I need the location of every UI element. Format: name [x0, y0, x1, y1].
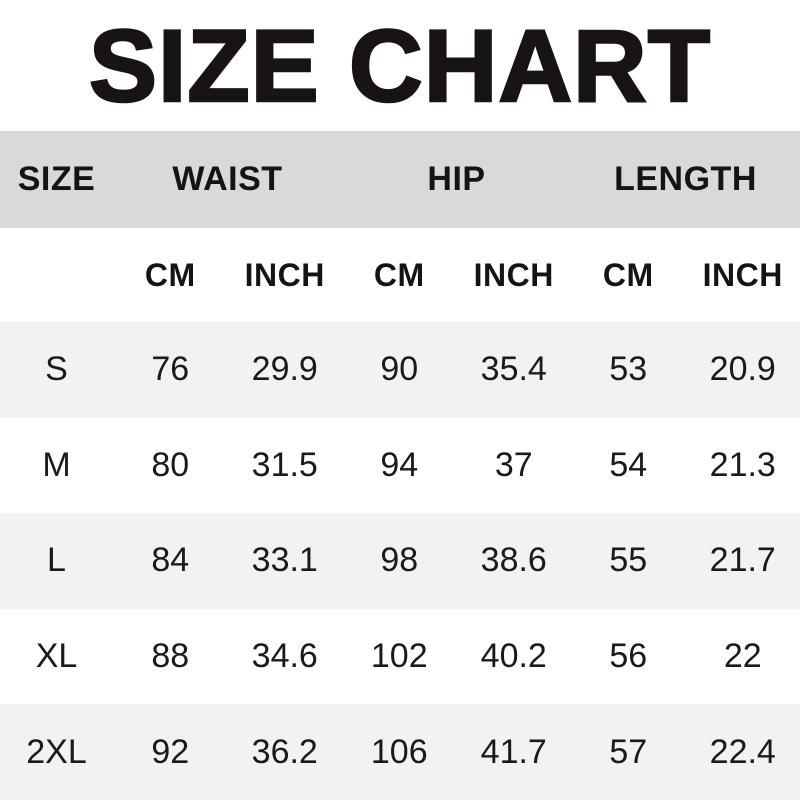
- cell-hip-cm: 106: [370, 732, 428, 771]
- cell-length-cm: 54: [609, 445, 648, 484]
- cell-length-inch: 20.9: [709, 350, 776, 389]
- cell-waist-inch: 36.2: [251, 732, 318, 771]
- unit-header-length-cm: CM: [602, 256, 654, 293]
- cell-waist-cm: 76: [151, 350, 190, 389]
- column-header-size: SIZE: [17, 160, 96, 198]
- table-row-2xl: 2XL 92 36.2 106 41.7 57 22.4: [0, 704, 800, 800]
- cell-hip-inch: 40.2: [480, 637, 547, 676]
- title-bar: SIZE CHART: [0, 0, 800, 131]
- column-header-waist: WAIST: [172, 160, 283, 198]
- cell-hip-inch: 38.6: [480, 541, 547, 580]
- column-header-hip: HIP: [427, 160, 486, 198]
- table-row-m: M 80 31.5 94 37 54 21.3: [0, 417, 800, 514]
- cell-hip-cm: 94: [380, 445, 419, 484]
- cell-waist-inch: 34.6: [251, 637, 318, 676]
- unit-header-hip-cm: CM: [373, 256, 425, 293]
- cell-waist-cm: 88: [151, 637, 190, 676]
- table-unit-header-row: CM INCH CM INCH CM INCH: [0, 228, 800, 322]
- cell-waist-cm: 80: [151, 445, 190, 484]
- cell-waist-cm: 84: [151, 541, 190, 580]
- cell-hip-inch: 37: [494, 445, 533, 484]
- table-row-s: S 76 29.9 90 35.4 53 20.9: [0, 322, 800, 418]
- cell-length-cm: 57: [609, 732, 648, 771]
- cell-length-cm: 53: [609, 350, 648, 389]
- cell-length-inch: 22: [723, 637, 762, 676]
- cell-hip-inch: 35.4: [480, 350, 547, 389]
- cell-size: 2XL: [26, 732, 87, 771]
- cell-waist-inch: 31.5: [251, 445, 318, 484]
- cell-length-inch: 21.3: [709, 445, 776, 484]
- cell-size: XL: [35, 637, 78, 676]
- cell-waist-inch: 33.1: [251, 541, 318, 580]
- size-table: SIZE WAIST HIP LENGTH CM INCH CM INCH CM…: [0, 131, 800, 800]
- cell-hip-cm: 102: [370, 637, 428, 676]
- unit-header-length-inch: INCH: [702, 256, 783, 293]
- cell-length-inch: 21.7: [709, 541, 776, 580]
- cell-waist-inch: 29.9: [251, 350, 318, 389]
- unit-header-hip-inch: INCH: [473, 256, 554, 293]
- cell-length-inch: 22.4: [709, 732, 776, 771]
- cell-hip-cm: 90: [380, 350, 419, 389]
- unit-header-waist-inch: INCH: [244, 256, 325, 293]
- column-header-length: LENGTH: [614, 160, 757, 198]
- cell-waist-cm: 92: [151, 732, 190, 771]
- cell-hip-inch: 41.7: [480, 732, 547, 771]
- table-group-header-row: SIZE WAIST HIP LENGTH: [0, 131, 800, 228]
- unit-header-waist-cm: CM: [144, 256, 196, 293]
- cell-size: M: [42, 445, 71, 484]
- table-row-xl: XL 88 34.6 102 40.2 56 22: [0, 608, 800, 705]
- cell-size: S: [45, 350, 68, 389]
- table-row-l: L 84 33.1 98 38.6 55 21.7: [0, 513, 800, 609]
- cell-length-cm: 56: [609, 637, 648, 676]
- cell-length-cm: 55: [609, 541, 648, 580]
- page-title: SIZE CHART: [88, 8, 712, 123]
- cell-size: L: [47, 541, 66, 580]
- cell-hip-cm: 98: [380, 541, 419, 580]
